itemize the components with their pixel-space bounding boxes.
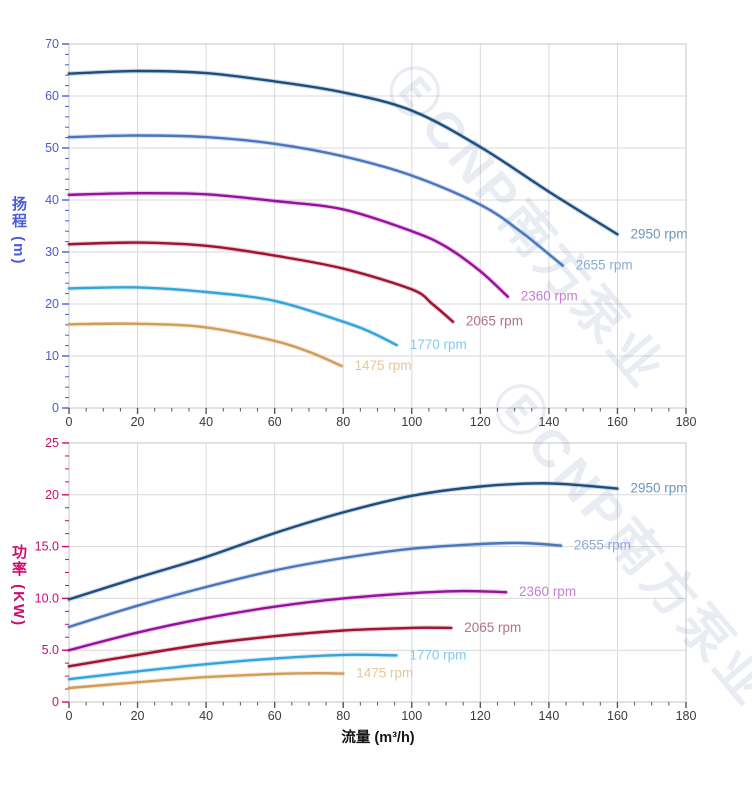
curve-label-2655-rpm: 2655 rpm [574,538,631,553]
x-tick-label: 0 [66,415,73,429]
y-tick-label: 10 [45,349,59,363]
x-tick-label: 180 [676,415,697,429]
x-tick-label: 120 [470,709,491,723]
curve-label-2655-rpm: 2655 rpm [576,258,633,273]
power-axis-title: 功率 (KW) [10,544,27,628]
y-tick-label: 0 [52,695,59,709]
series-halo-1475-rpm [66,321,344,369]
flow-axis-title: 流量 (m³/h) [341,730,415,746]
x-tick-label: 80 [336,709,350,723]
curve-label-1475-rpm: 1475 rpm [355,358,412,373]
y-tick-label: 15.0 [35,540,59,554]
curve-label-2065-rpm: 2065 rpm [464,620,521,635]
series-curve-2950-rpm [67,482,619,601]
series-halo-2360-rpm [66,588,509,653]
x-tick-label: 120 [470,415,491,429]
curve-label-2360-rpm: 2360 rpm [521,289,578,304]
curve-label-1770-rpm: 1770 rpm [409,647,466,662]
y-tick-label: 60 [45,89,59,103]
y-tick-label: 30 [45,245,59,259]
head-axis-title: 扬程 (m) [10,196,27,266]
x-tick-label: 20 [131,415,145,429]
y-tick-label: 10.0 [35,591,59,605]
curve-label-1475-rpm: 1475 rpm [356,666,413,681]
series-curve-1475-rpm [67,671,345,690]
x-tick-label: 40 [199,415,213,429]
x-tick-label: 80 [336,415,350,429]
series-curve-2655-rpm [67,541,563,629]
curve-label-2360-rpm: 2360 rpm [519,584,576,599]
y-tick-label: 5.0 [42,643,59,657]
series-curve-2950-rpm [67,69,619,236]
series-curve-2655-rpm [67,134,564,267]
series-curve-2065-rpm [67,241,455,323]
x-tick-label: 20 [131,709,145,723]
series-halo-2655-rpm [66,540,564,630]
x-tick-label: 100 [401,415,422,429]
y-tick-label: 40 [45,193,59,207]
y-tick-label: 20 [45,488,59,502]
y-tick-label: 70 [45,37,59,51]
x-tick-label: 40 [199,709,213,723]
x-tick-label: 60 [268,709,282,723]
x-tick-label: 160 [607,415,628,429]
y-tick-label: 25 [45,436,59,450]
curve-label-2950-rpm: 2950 rpm [630,481,687,496]
series-curve-2360-rpm [67,589,508,652]
series-curve-2065-rpm [67,626,453,668]
series-curve-2360-rpm [67,191,509,298]
x-tick-label: 180 [676,709,697,723]
x-tick-label: 0 [66,709,73,723]
x-tick-label: 160 [607,709,628,723]
curve-label-1770-rpm: 1770 rpm [410,337,467,352]
y-tick-label: 0 [52,401,59,415]
x-tick-label: 140 [538,415,559,429]
y-tick-label: 20 [45,297,59,311]
series-curve-1770-rpm [67,286,398,347]
y-tick-label: 50 [45,141,59,155]
series-curve-1770-rpm [67,653,398,681]
x-tick-label: 60 [268,415,282,429]
series-curve-1475-rpm [67,322,343,368]
curve-label-2065-rpm: 2065 rpm [466,314,523,329]
x-tick-label: 100 [401,709,422,723]
series-halo-1770-rpm [66,284,399,348]
curve-label-2950-rpm: 2950 rpm [630,226,687,241]
x-tick-label: 140 [538,709,559,723]
